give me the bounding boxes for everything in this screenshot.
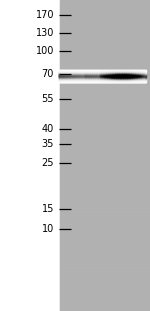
Text: 55: 55 — [42, 94, 54, 104]
Bar — [60, 0, 150, 311]
Text: 15: 15 — [42, 204, 54, 214]
Text: 25: 25 — [42, 158, 54, 168]
Text: 40: 40 — [42, 124, 54, 134]
Text: 70: 70 — [42, 69, 54, 79]
Text: 10: 10 — [42, 224, 54, 234]
Text: 170: 170 — [36, 10, 54, 20]
Text: 35: 35 — [42, 139, 54, 149]
Text: 130: 130 — [36, 28, 54, 38]
Text: 100: 100 — [36, 46, 54, 56]
